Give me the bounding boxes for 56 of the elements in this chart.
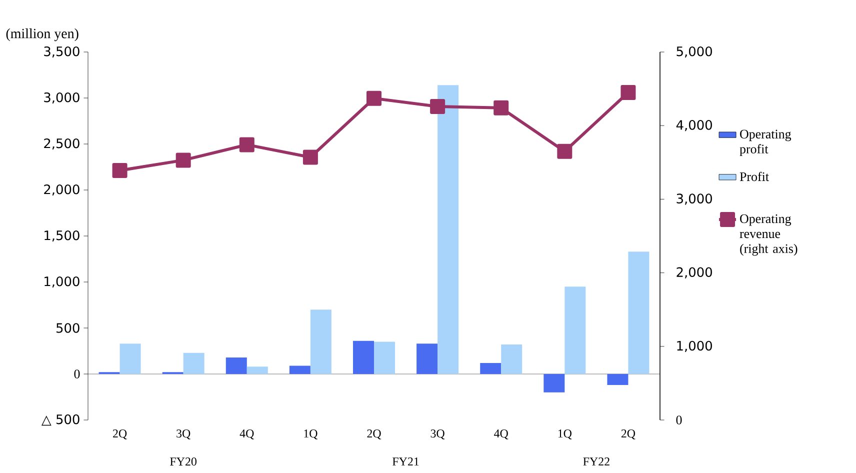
x-tick-label: 4Q: [494, 430, 508, 440]
bar: [501, 344, 522, 374]
bar: [374, 342, 395, 374]
x-tick-label: 1Q: [558, 430, 572, 440]
y2-tick-label: 0: [676, 416, 682, 424]
x-tick-label: 2Q: [113, 430, 127, 440]
y-tick-label: 2,000: [44, 184, 80, 196]
point: [557, 144, 572, 159]
bar: [628, 252, 650, 374]
x-tick-label: 3Q: [176, 430, 190, 440]
point: [239, 137, 254, 152]
y-tick-label: 3,000: [44, 92, 80, 104]
y2-tick-label: 4,000: [676, 120, 712, 132]
y-tick-label: 3,500: [44, 46, 80, 58]
bar: [226, 357, 247, 374]
bar: [480, 362, 502, 374]
x-tick-label: 4Q: [240, 430, 254, 440]
y2-tick-label: 2,000: [676, 267, 712, 278]
x-tick-label: 2Q: [621, 430, 636, 440]
bar: [416, 344, 438, 374]
bar: [544, 374, 565, 392]
text: FY20: [170, 458, 196, 466]
point: [302, 150, 318, 165]
y2-tick-label: 5,000: [676, 46, 712, 58]
bar: [607, 374, 628, 386]
point: [112, 162, 128, 178]
bar: [120, 344, 141, 374]
x-tick-label: 3Q: [430, 430, 445, 440]
y2-tick-label: 1,000: [677, 340, 712, 352]
bar: [438, 85, 459, 374]
legend-label: Operating profit: [740, 130, 792, 156]
point: [176, 152, 191, 168]
y-tick-label: 500: [56, 323, 80, 333]
bar: [183, 352, 204, 374]
bar: [310, 310, 332, 374]
text: FY22: [583, 458, 610, 466]
y2-tick-label: 3,000: [676, 194, 712, 205]
y-axis-title: (million yen): [6, 28, 78, 42]
point: [430, 98, 446, 114]
bar: [246, 366, 268, 374]
y-tick-label: 1,500: [44, 230, 80, 242]
point: [494, 100, 509, 116]
x-tick-label: 1Q: [304, 430, 318, 440]
point: [366, 90, 382, 106]
legend-label: Operating revenue (right axis): [740, 214, 798, 256]
x-tick-label: 2Q: [367, 430, 382, 440]
legend-label: Profit: [740, 172, 769, 182]
y-tick-label: 2,500: [44, 138, 80, 150]
bar: [564, 286, 586, 374]
text: FY21: [392, 458, 419, 466]
point: [620, 84, 636, 100]
bar: [352, 340, 374, 374]
bar: [289, 366, 310, 374]
y-tick-label: 0: [74, 370, 80, 378]
y-tick-label: △ 500: [41, 414, 80, 426]
y-tick-label: 1,000: [44, 276, 80, 288]
